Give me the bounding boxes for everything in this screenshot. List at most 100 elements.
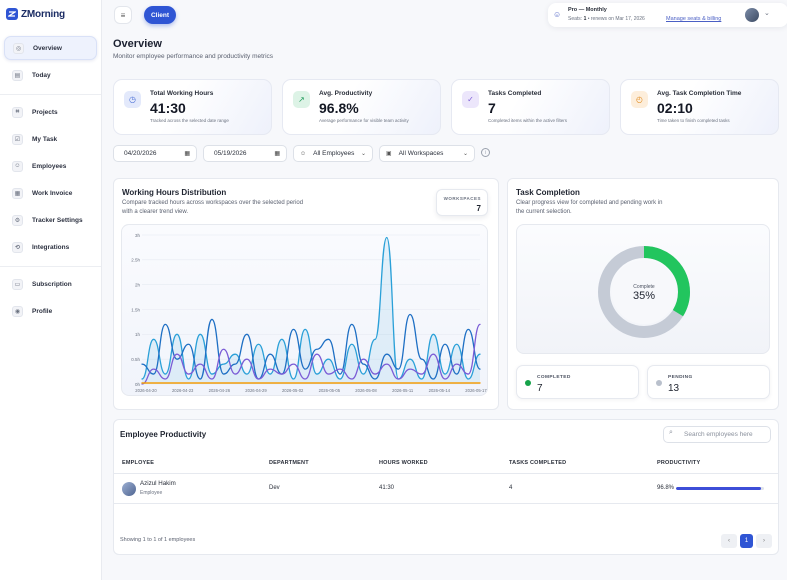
dashboard-icon: ◎ — [13, 42, 24, 54]
prev-page-button[interactable]: ‹ — [721, 534, 737, 548]
completed-value: 7 — [537, 383, 543, 394]
stat-title: Tasks Completed — [488, 90, 542, 97]
workspace-icon: ▣ — [386, 151, 392, 157]
search-input[interactable]: Search employees here — [663, 426, 771, 443]
x-tick-label: 2026-05-08 — [355, 388, 377, 393]
client-button[interactable]: Client — [144, 6, 176, 24]
sidebar-item-today[interactable]: ▤ Today — [4, 63, 97, 87]
y-tick-label: 1h — [135, 332, 141, 337]
workspaces-count-card: WORKSPACES 7 — [436, 189, 488, 216]
sidebar-item-projects[interactable]: ⌗ Projects — [4, 100, 97, 124]
workspaces-select-value: All Workspaces — [398, 150, 444, 157]
sidebar-item-label: Today — [32, 71, 51, 79]
sidebar-item-overview[interactable]: ◎ Overview — [4, 36, 97, 60]
donut-complete-arc — [598, 246, 690, 338]
stat-card-tasks-completed: ✓ Tasks Completed 7 Completed items with… — [451, 79, 610, 135]
x-tick-label: 2026-05-02 — [282, 388, 304, 393]
chevron-down-icon[interactable]: ⌄ — [764, 10, 770, 17]
brand-name: ZMorning — [21, 8, 65, 20]
stat-title: Total Working Hours — [150, 90, 214, 97]
header-divider — [114, 473, 779, 474]
y-tick-label: 2h — [135, 282, 141, 287]
workspaces-select[interactable]: ▣ All Workspaces ⌄ — [379, 145, 475, 162]
employees-select[interactable]: ☺ All Employees ⌄ — [293, 145, 373, 162]
info-icon[interactable]: i — [481, 148, 490, 157]
sidebar-item-tracker-settings[interactable]: ⚙ Tracker Settings — [4, 208, 97, 232]
integrations-icon: ⟲ — [12, 241, 23, 253]
productivity-bar — [676, 487, 764, 490]
brand-logo[interactable]: ZMorning — [6, 8, 65, 20]
end-date-input[interactable]: 05/19/2026 ▦ — [203, 145, 287, 162]
clock-icon: ◷ — [124, 91, 141, 108]
users-icon: ☺ — [300, 150, 307, 157]
sidebar-item-label: Employees — [32, 162, 67, 170]
subtitle-line: with a clearer trend view. — [122, 209, 189, 215]
x-tick-label: 2026-04-29 — [245, 388, 267, 393]
column-header-department: DEPARTMENT — [269, 460, 309, 466]
column-header-productivity: PRODUCTIVITY — [657, 460, 701, 466]
x-tick-label: 2026-04-23 — [172, 388, 194, 393]
sidebar-item-label: Overview — [33, 44, 62, 52]
start-date-value: 04/20/2026 — [124, 150, 157, 157]
employee-name: Azizul Hakim — [140, 480, 176, 487]
column-header-tasks: TASKS COMPLETED — [509, 460, 567, 466]
employee-productivity-title: Employee Productivity — [120, 430, 207, 439]
users-icon: ☺ — [12, 160, 23, 172]
sidebar-item-label: Profile — [32, 307, 53, 315]
y-tick-label: 2.5h — [131, 258, 140, 263]
stat-title: Avg. Task Completion Time — [657, 90, 742, 97]
seats-label: Seats: — [568, 16, 583, 22]
sidebar-item-label: Subscription — [32, 280, 72, 288]
sidebar-item-work-invoice[interactable]: ▦ Work Invoice — [4, 181, 97, 205]
series-line — [141, 313, 481, 380]
stat-note: Average performance for visible team act… — [319, 118, 409, 123]
menu-toggle-button[interactable]: ≡ — [114, 6, 132, 24]
task-completion-title: Task Completion — [516, 188, 580, 197]
employee-role: Employee — [140, 490, 163, 496]
settings-icon: ⚙ — [12, 214, 23, 226]
calendar-icon[interactable]: ▦ — [274, 151, 280, 157]
y-tick-label: 1.5h — [131, 307, 140, 312]
page-title: Overview — [113, 38, 162, 50]
y-tick-label: 0h — [135, 382, 141, 387]
manage-seats-link[interactable]: Manage seats & billing — [666, 16, 722, 22]
plan-title: Pro — Monthly — [568, 7, 607, 13]
employees-select-value: All Employees — [313, 150, 355, 157]
sidebar-item-employees[interactable]: ☺ Employees — [4, 154, 97, 178]
logo-icon — [6, 8, 18, 20]
sidebar-item-label: Work Invoice — [32, 189, 73, 197]
sidebar-item-integrations[interactable]: ⟲ Integrations — [4, 235, 97, 259]
sidebar-item-label: Tracker Settings — [32, 216, 83, 224]
hours-chart-container: 3h 2.5h 2h 1.5h 1h 0.5h 0h 2026-04-20 2026-04-23… — [121, 224, 488, 396]
employee-productivity: 96.8% — [657, 485, 675, 491]
working-hours-subtitle: Compare tracked hours across workspaces … — [122, 199, 303, 217]
chevron-down-icon: ⌄ — [360, 151, 366, 157]
donut-center-value: 35% — [633, 290, 655, 302]
sidebar-item-my-task[interactable]: ☑ My Task — [4, 127, 97, 151]
stat-value: 02:10 — [657, 100, 693, 116]
pending-value: 13 — [668, 383, 680, 394]
next-page-button[interactable]: › — [756, 534, 772, 548]
employee-tasks: 4 — [509, 485, 513, 491]
sidebar-item-profile[interactable]: ◉ Profile — [4, 299, 97, 323]
series-line — [141, 236, 481, 380]
stat-title: Avg. Productivity — [319, 90, 373, 97]
user-avatar[interactable] — [745, 8, 759, 22]
sidebar-item-subscription[interactable]: ▭ Subscription — [4, 272, 97, 296]
hamburger-icon: ≡ — [120, 10, 126, 20]
seats-value: 1 — [583, 16, 587, 22]
profile-icon: ◉ — [12, 305, 23, 317]
stat-note: Time taken to finish completed tasks — [657, 118, 730, 123]
pagination-summary: Showing 1 to 1 of 1 employees — [120, 537, 196, 543]
pending-label: PENDING — [668, 375, 693, 380]
page-button-1[interactable]: 1 — [740, 534, 753, 548]
sidebar-divider — [0, 94, 101, 95]
stat-value: 96.8% — [319, 100, 359, 116]
start-date-input[interactable]: 04/20/2026 ▦ — [113, 145, 197, 162]
stat-card-avg-productivity: ↗ Avg. Productivity 96.8% Average perfor… — [282, 79, 441, 135]
series-line — [141, 323, 481, 385]
calendar-icon[interactable]: ▦ — [184, 151, 190, 157]
column-header-employee: EMPLOYEE — [122, 460, 155, 466]
employee-avatar — [122, 482, 136, 496]
